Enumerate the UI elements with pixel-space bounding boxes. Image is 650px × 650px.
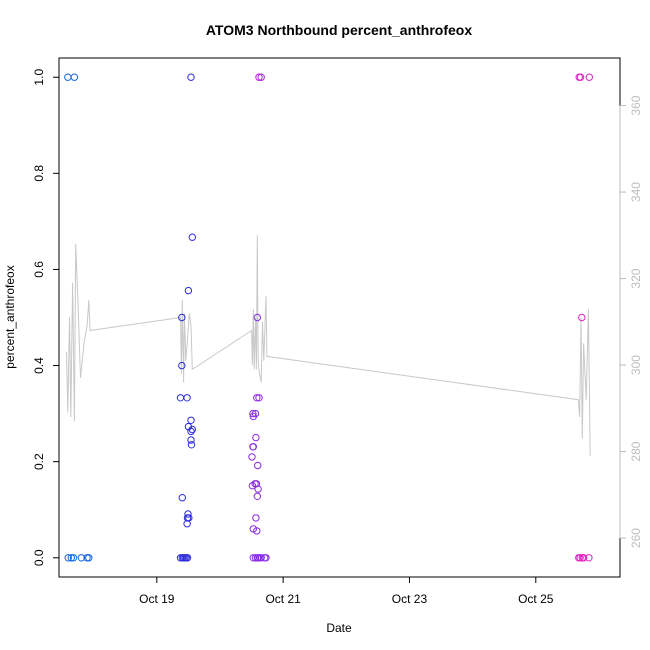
data-point (187, 441, 196, 449)
chart-title: ATOM3 Northbound percent_anthrofeox (206, 22, 472, 38)
data-point (579, 554, 588, 562)
data-point (178, 313, 186, 322)
line-series-path (66, 235, 591, 456)
data-point (178, 361, 186, 370)
plot-box (58, 57, 621, 578)
secondary-tick-label: 340 (629, 182, 643, 202)
data-point (64, 554, 72, 562)
data-point (176, 394, 185, 402)
x-tick-label: Oct 21 (265, 592, 301, 606)
secondary-tick-label: 300 (629, 355, 643, 375)
data-point (188, 233, 197, 241)
data-point (187, 436, 195, 444)
x-tick-label: Oct 25 (518, 592, 554, 606)
data-point (187, 427, 195, 436)
x-axis: Oct 19 Oct 21 Oct 23 Oct 25 (139, 576, 554, 606)
data-point (253, 394, 261, 402)
data-point (85, 554, 93, 562)
data-point (585, 554, 593, 562)
data-point (249, 412, 258, 421)
data-point (64, 73, 72, 81)
data-point (253, 313, 261, 322)
data-point (184, 510, 192, 518)
x-tick-label: Oct 19 (139, 592, 175, 606)
data-point (252, 433, 260, 442)
data-point (255, 394, 263, 402)
secondary-tick-label: 320 (629, 268, 643, 288)
line-series (66, 235, 591, 456)
data-point (188, 425, 197, 434)
y-axis: 0.0 0.2 0.4 0.6 0.8 1.0 (32, 69, 60, 566)
data-point (249, 409, 257, 418)
data-point (183, 394, 191, 402)
data-point (257, 73, 265, 81)
data-point (253, 492, 261, 500)
y-tick-label: 0.0 (32, 549, 46, 566)
data-point (585, 73, 593, 81)
data-point (576, 73, 585, 81)
data-point (248, 453, 256, 461)
data-point (67, 554, 76, 562)
scatter-points (64, 73, 593, 562)
data-point (184, 286, 193, 295)
data-point (257, 554, 265, 562)
data-point (187, 416, 195, 424)
data-point (252, 480, 261, 488)
data-point (187, 73, 195, 81)
data-point (70, 73, 79, 81)
secondary-tick-label: 360 (629, 95, 643, 115)
data-point (578, 313, 586, 322)
data-point (255, 73, 263, 81)
data-point (249, 443, 258, 451)
y-tick-label: 0.6 (32, 261, 46, 278)
y-axis-label: percent_anthrofeox (3, 265, 17, 368)
data-point (178, 494, 187, 502)
data-point (183, 554, 192, 562)
y-tick-label: 0.4 (32, 357, 46, 374)
data-point (252, 514, 260, 522)
data-point (254, 485, 262, 493)
data-point (253, 527, 261, 535)
data-point (254, 461, 262, 470)
data-point (576, 554, 584, 562)
data-point (183, 520, 191, 528)
data-point (262, 554, 270, 562)
secondary-tick-label: 280 (629, 441, 643, 461)
y-tick-label: 0.2 (32, 453, 46, 470)
x-tick-label: Oct 23 (392, 592, 428, 606)
data-point (69, 554, 78, 562)
y-tick-label: 0.8 (32, 165, 46, 182)
secondary-tick-label: 260 (629, 528, 643, 548)
data-point (77, 554, 86, 562)
y-tick-label: 1.0 (32, 69, 46, 86)
x-axis-label: Date (326, 621, 352, 635)
secondary-y-axis: 260 280 300 320 340 360 (619, 95, 643, 548)
